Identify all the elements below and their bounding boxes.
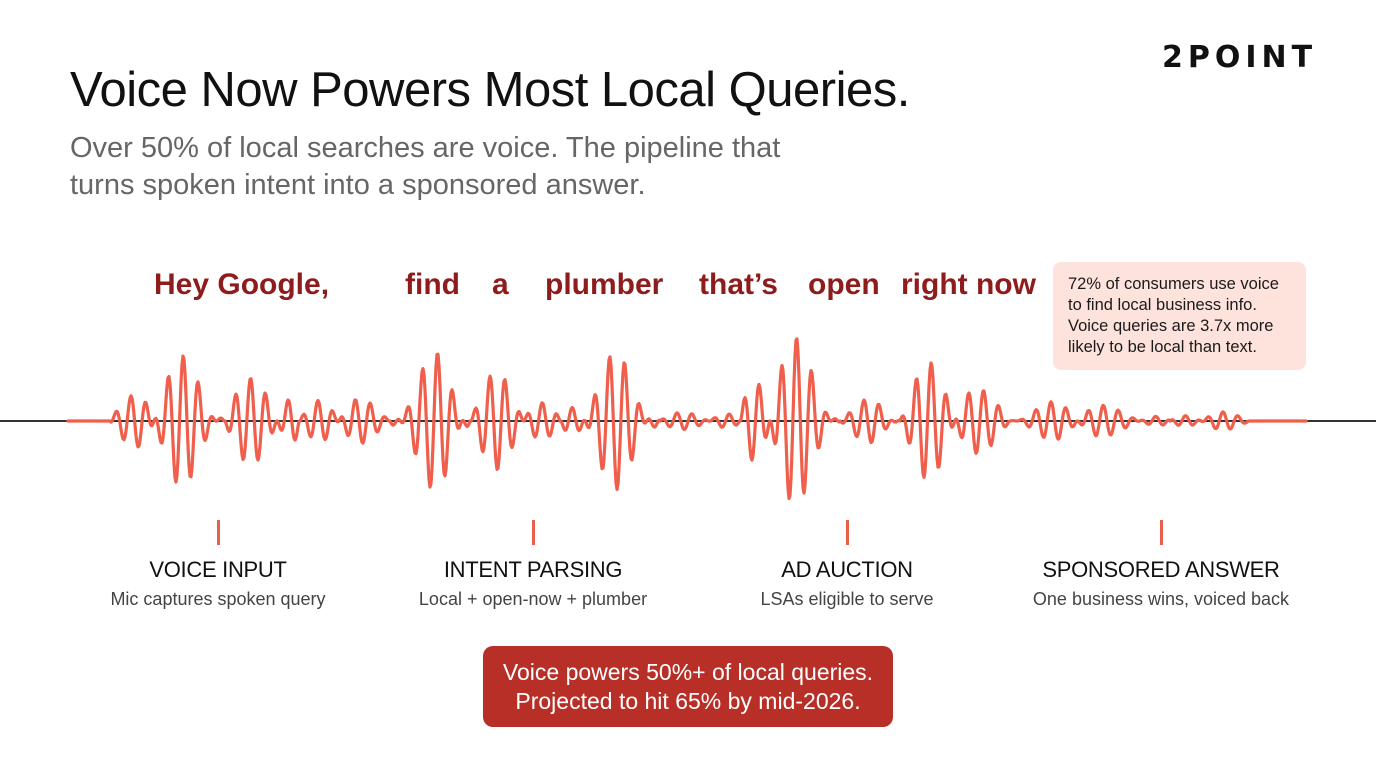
utterance-word-thats: that’s — [699, 268, 778, 301]
stage-label: SPONSORED ANSWER — [1042, 557, 1280, 582]
utterance-word-find: find — [405, 268, 460, 301]
subtitle-line-1: Over 50% of local searches are voice. Th… — [70, 132, 781, 164]
utterance-word-a: a — [492, 268, 509, 301]
utterance-word-open: open — [808, 268, 880, 301]
stage-label: INTENT PARSING — [443, 557, 623, 582]
stage-description: Mic captures spoken query — [110, 589, 326, 609]
stage-ad-auction: AD AUCTION LSAs eligible to serve — [697, 520, 997, 610]
callout-line-1: 72% of consumers use voice — [1068, 275, 1279, 293]
voice-waveform — [0, 337, 1376, 501]
banner-line-1: Voice powers 50%+ of local queries. — [502, 659, 874, 685]
summary-banner: Voice powers 50%+ of local queries. Proj… — [483, 646, 893, 727]
utterance-word-right-now: right now — [901, 268, 1036, 301]
stage-tick — [531, 520, 535, 545]
waveform-signal — [66, 337, 1308, 501]
utterance-word-plumber: plumber — [545, 268, 664, 301]
stage-description: One business wins, voiced back — [1032, 589, 1290, 609]
stage-intent-parsing: INTENT PARSING Local + open-now + plumbe… — [383, 520, 683, 610]
stage-description: Local + open-now + plumber — [418, 589, 648, 609]
callout-line-2: to find local business info. — [1068, 296, 1257, 314]
subtitle-line-2: turns spoken intent into a sponsored ans… — [70, 169, 646, 201]
stage-tick — [216, 520, 220, 545]
stage-tick — [845, 520, 849, 545]
callout-line-3: Voice queries are 3.7x more — [1068, 317, 1274, 335]
stage-label: AD AUCTION — [781, 557, 913, 582]
banner-line-2: Projected to hit 65% by mid-2026. — [515, 688, 861, 714]
brand-logo: 2POINT — [1162, 40, 1318, 75]
stage-voice-input: VOICE INPUT Mic captures spoken query — [68, 520, 368, 610]
stage-sponsored-answer: SPONSORED ANSWER One business wins, voic… — [1011, 520, 1311, 610]
stage-label: VOICE INPUT — [149, 557, 287, 582]
callout-line-4: likely to be local than text. — [1068, 338, 1257, 356]
utterance-word-hey-google: Hey Google, — [154, 268, 330, 301]
stage-tick — [1159, 520, 1163, 545]
page-subtitle: Over 50% of local searches are voice. Th… — [70, 130, 870, 204]
stage-description: LSAs eligible to serve — [760, 589, 934, 609]
stat-callout: 72% of consumers use voice to find local… — [1053, 262, 1306, 370]
page-title: Voice Now Powers Most Local Queries. — [70, 63, 910, 117]
